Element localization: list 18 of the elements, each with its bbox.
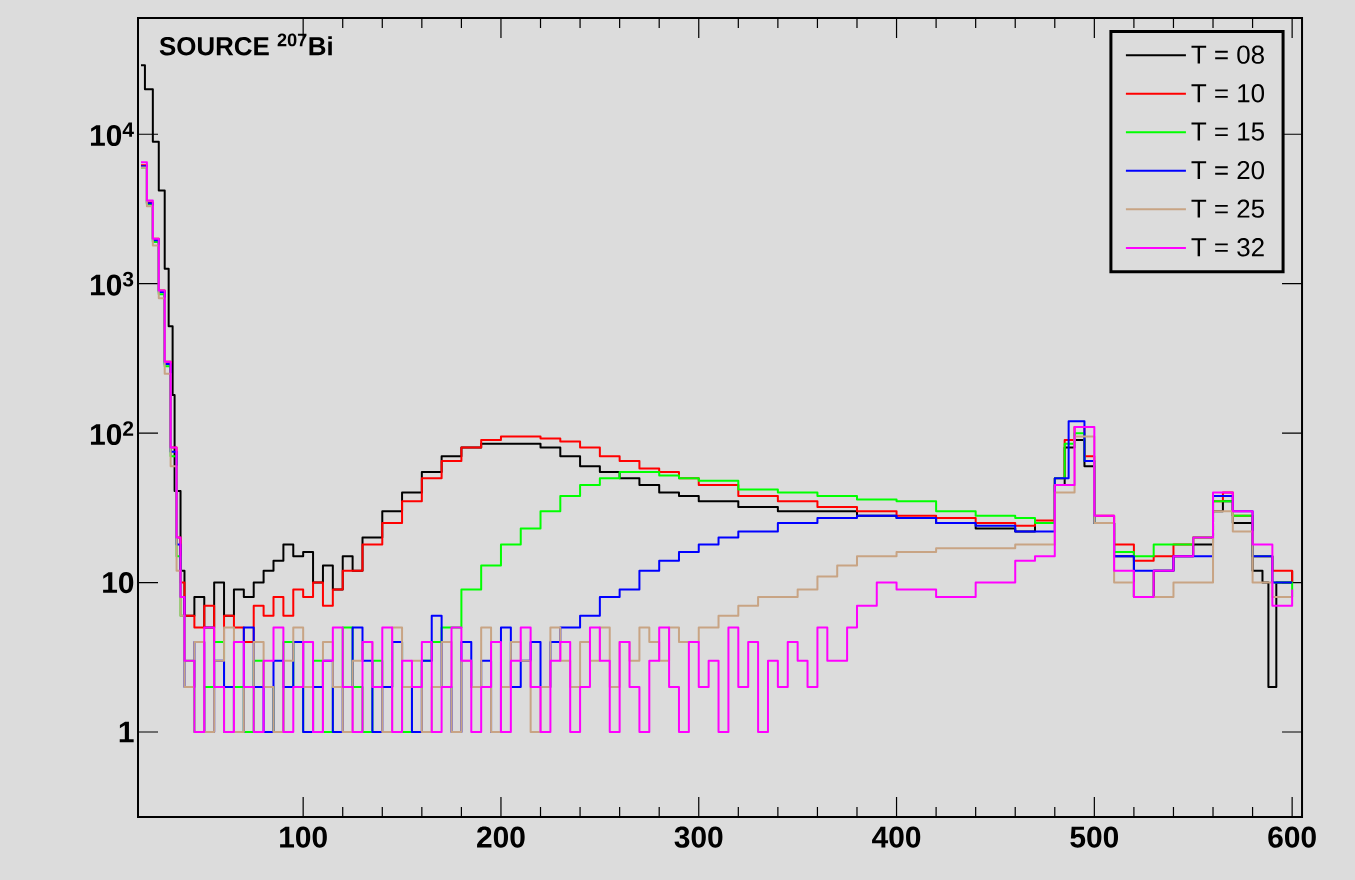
x-tick-label: 200 xyxy=(477,826,525,848)
legend-label: T = 20 xyxy=(1191,160,1265,180)
text: SOURCE $^{207}$Bi xyxy=(159,33,332,56)
y-tick-label: 10$^{3}$ xyxy=(90,271,134,296)
x-tick-label: 400 xyxy=(872,826,921,848)
x-tick-label: 500 xyxy=(1070,826,1119,848)
y-tick-label: 10 xyxy=(103,571,134,594)
y-tick-label: 10$^{4}$ xyxy=(90,122,134,147)
x-tick-label: 100 xyxy=(280,826,327,848)
x-tick-label: 600 xyxy=(1268,826,1316,848)
legend-label: T = 08 xyxy=(1191,45,1264,64)
legend-label: T = 15 xyxy=(1191,122,1264,141)
legend-label: T = 10 xyxy=(1191,84,1265,103)
legend-label: T = 25 xyxy=(1191,199,1264,218)
legend-label: T = 32 xyxy=(1191,238,1264,257)
y-tick-label: 1 xyxy=(119,721,134,743)
x-tick-label: 300 xyxy=(674,826,723,848)
y-tick-label: 10$^{2}$ xyxy=(90,421,134,446)
